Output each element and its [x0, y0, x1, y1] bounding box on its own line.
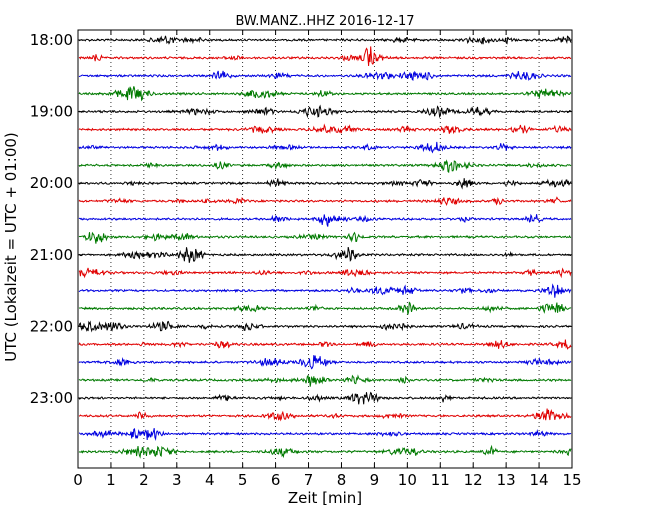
x-tick-label: 9: [370, 471, 380, 489]
trace-2200: [78, 320, 572, 333]
trace-2015: [78, 196, 572, 206]
x-tick-label: 11: [431, 471, 450, 489]
x-tick-label: 14: [530, 471, 549, 489]
x-axis-ticks: 0 1 2 3 4 5 6 7 8 9 10 11 12 13 14 15: [73, 30, 582, 489]
trace-1815: [78, 46, 572, 66]
y-tick-label: 23:00: [30, 389, 73, 407]
x-tick-label: 13: [497, 471, 516, 489]
x-tick-label: 10: [398, 471, 417, 489]
trace-1945: [78, 159, 572, 174]
x-tick-label: 6: [271, 471, 281, 489]
trace-2000: [78, 178, 572, 190]
y-axis-label: UTC (Lokalzeit = UTC + 01:00): [2, 132, 20, 362]
y-tick-label: 21:00: [30, 246, 73, 264]
trace-2345: [78, 444, 572, 459]
x-tick-label: 3: [172, 471, 182, 489]
x-tick-label: 12: [464, 471, 483, 489]
trace-2330: [78, 428, 572, 441]
trace-1915: [78, 123, 572, 135]
y-tick-label: 19:00: [30, 103, 73, 121]
trace-1830: [78, 70, 572, 82]
seismic-traces: [78, 35, 572, 459]
x-tick-label: 15: [562, 471, 581, 489]
trace-1930: [78, 141, 572, 154]
trace-2230: [78, 355, 572, 370]
trace-2145: [78, 301, 572, 315]
trace-1900: [78, 104, 572, 119]
trace-2300: [78, 391, 572, 405]
trace-2315: [78, 408, 572, 422]
trace-1845: [78, 86, 572, 102]
trace-1800: [78, 35, 572, 45]
trace-2115: [78, 267, 572, 279]
x-tick-label: 2: [139, 471, 149, 489]
trace-2100: [78, 246, 572, 263]
y-tick-label: 20:00: [30, 174, 73, 192]
x-tick-label: 7: [304, 471, 314, 489]
trace-2245: [78, 374, 572, 387]
x-tick-label: 8: [337, 471, 347, 489]
trace-2030: [78, 213, 572, 227]
x-axis-label: Zeit [min]: [288, 489, 362, 507]
x-tick-label: 1: [106, 471, 116, 489]
trace-2045: [78, 231, 572, 244]
chart-title: BW.MANZ..HHZ 2016-12-17: [235, 14, 414, 29]
y-axis-ticks: 18:00 19:00 20:00 21:00 22:00 23:00: [30, 31, 572, 407]
trace-2130: [78, 283, 572, 298]
x-tick-label: 5: [238, 471, 248, 489]
y-tick-label: 22:00: [30, 317, 73, 335]
x-tick-label: 4: [205, 471, 215, 489]
plot-frame: [77, 29, 573, 469]
x-tick-label: 0: [73, 471, 83, 489]
trace-2215: [78, 339, 572, 350]
y-tick-label: 18:00: [30, 31, 73, 49]
